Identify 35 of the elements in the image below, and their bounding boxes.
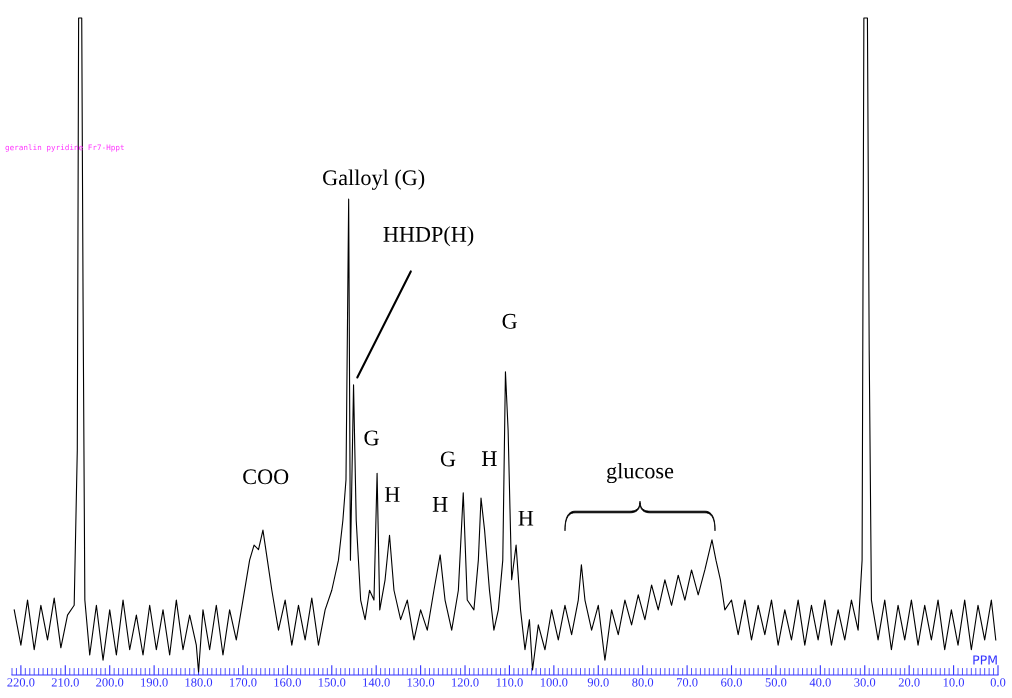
x-tick-label: 0.0 bbox=[990, 678, 1006, 687]
x-tick-label: 220.0 bbox=[7, 678, 35, 687]
x-tick-label: 150.0 bbox=[318, 678, 346, 687]
x-tick-label: 210.0 bbox=[51, 678, 79, 687]
x-tick-label: 60.0 bbox=[721, 678, 742, 687]
x-tick-label: 110.0 bbox=[496, 678, 523, 687]
x-tick-label: 90.0 bbox=[587, 678, 609, 687]
x-tick-label: 50.0 bbox=[765, 678, 787, 687]
x-tick-label: 130.0 bbox=[407, 678, 435, 687]
annotation: HHDP(H) bbox=[383, 226, 474, 247]
annotation: G bbox=[440, 451, 456, 467]
annotation: Galloyl (G) bbox=[323, 169, 425, 190]
annotation: H bbox=[518, 510, 534, 526]
x-tick-label: 10.0 bbox=[943, 678, 965, 687]
annotation: glucose bbox=[607, 462, 674, 484]
x-tick-label: 180.0 bbox=[185, 678, 213, 687]
x-tick-label: 170.0 bbox=[229, 678, 257, 687]
x-tick-label: 120.0 bbox=[452, 678, 479, 687]
x-tick-label: 20.0 bbox=[898, 678, 920, 687]
annotation: COO bbox=[243, 469, 289, 485]
annotation: H bbox=[432, 497, 448, 512]
annotation: H bbox=[481, 451, 497, 466]
x-tick-label: 200.0 bbox=[96, 678, 124, 687]
x-axis-title: PPM bbox=[973, 655, 997, 665]
x-tick-label: 140.0 bbox=[363, 678, 390, 687]
x-tick-label: 190.0 bbox=[141, 678, 168, 687]
annotation: G bbox=[364, 430, 379, 446]
x-tick-label: 100.0 bbox=[540, 678, 568, 687]
x-tick-label: 30.0 bbox=[854, 678, 876, 687]
annotation: H bbox=[384, 487, 400, 502]
x-tick-label: 80.0 bbox=[632, 678, 654, 687]
x-tick-label: 40.0 bbox=[809, 678, 831, 687]
x-tick-label: 70.0 bbox=[676, 678, 698, 687]
x-tick-label: 160.0 bbox=[274, 678, 301, 687]
annotation: G bbox=[502, 313, 517, 329]
